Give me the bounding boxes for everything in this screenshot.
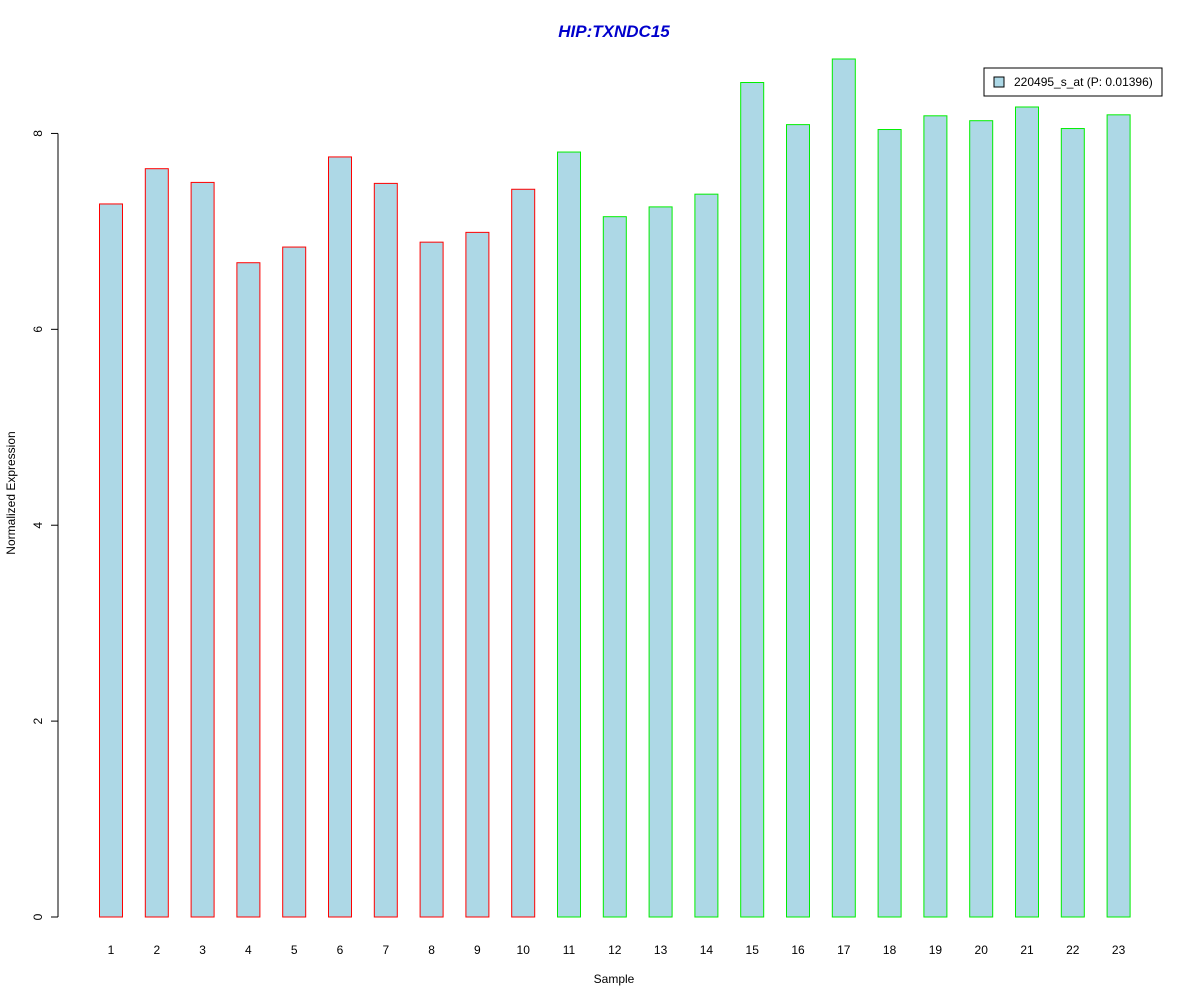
x-tick-label: 8 <box>428 943 435 957</box>
x-tick-label: 21 <box>1020 943 1034 957</box>
x-tick-label: 20 <box>975 943 989 957</box>
x-tick-label: 23 <box>1112 943 1126 957</box>
legend: 220495_s_at (P: 0.01396) <box>983 67 1163 97</box>
bar-sample-18 <box>877 129 902 918</box>
x-tick-label: 15 <box>746 943 760 957</box>
legend-swatch <box>993 76 1005 88</box>
bar-sample-11 <box>557 151 581 918</box>
x-tick-label: 7 <box>382 943 389 957</box>
y-axis-label: Normalized Expression <box>4 431 18 554</box>
bar-sample-7 <box>373 182 398 918</box>
chart-title: HIP:TXNDC15 <box>558 22 670 41</box>
bar-sample-12 <box>602 216 627 918</box>
bar-sample-20 <box>969 120 994 918</box>
y-tick-label: 2 <box>31 717 45 724</box>
x-tick-label: 11 <box>563 943 576 957</box>
x-tick-label: 18 <box>883 943 897 957</box>
y-tick-label: 6 <box>31 326 45 333</box>
bar-sample-4 <box>236 262 261 918</box>
bar-sample-15 <box>740 82 765 918</box>
bar-sample-8 <box>419 241 444 918</box>
bar-sample-2 <box>144 168 169 918</box>
bar-sample-13 <box>648 206 673 918</box>
x-tick-label: 4 <box>245 943 252 957</box>
bar-sample-16 <box>786 124 810 918</box>
bar-sample-19 <box>923 115 948 918</box>
x-tick-label: 1 <box>108 943 115 957</box>
x-tick-label: 2 <box>153 943 160 957</box>
x-tick-label: 6 <box>337 943 344 957</box>
y-tick-label: 8 <box>31 130 45 137</box>
bars-group <box>99 58 1131 918</box>
x-tick-label: 19 <box>929 943 943 957</box>
bar-sample-17 <box>831 58 856 918</box>
x-tick-label: 13 <box>654 943 668 957</box>
bar-sample-10 <box>511 188 536 918</box>
y-tick-label: 4 <box>31 522 45 529</box>
bar-sample-9 <box>465 231 490 918</box>
bar-sample-14 <box>694 193 719 918</box>
x-tick-labels: 1 2 3 4 5 6 7 8 9 10 11 12 13 14 15 16 17 18 19 20 21 22 23 <box>108 943 1126 957</box>
legend-box <box>983 67 1163 97</box>
x-tick-label: 14 <box>700 943 714 957</box>
x-tick-label: 12 <box>608 943 622 957</box>
x-tick-label: 9 <box>474 943 481 957</box>
x-tick-label: 22 <box>1066 943 1080 957</box>
x-axis-label: Sample <box>594 972 635 986</box>
bar-sample-1 <box>99 203 123 918</box>
bar-sample-3 <box>190 181 215 918</box>
x-tick-label: 16 <box>791 943 805 957</box>
bar-sample-21 <box>1015 106 1039 918</box>
y-tick-label: 0 <box>31 913 45 920</box>
y-axis: 0 2 4 6 8 <box>31 130 59 920</box>
x-tick-label: 5 <box>291 943 298 957</box>
legend-label: 220495_s_at (P: 0.01396) <box>1014 75 1153 89</box>
bar-sample-6 <box>328 156 352 918</box>
x-tick-label: 10 <box>517 943 531 957</box>
x-tick-label: 3 <box>199 943 206 957</box>
x-tick-label: 17 <box>837 943 851 957</box>
bar-sample-5 <box>282 246 307 918</box>
bar-sample-22 <box>1060 128 1085 918</box>
bar-sample-23 <box>1106 114 1131 918</box>
